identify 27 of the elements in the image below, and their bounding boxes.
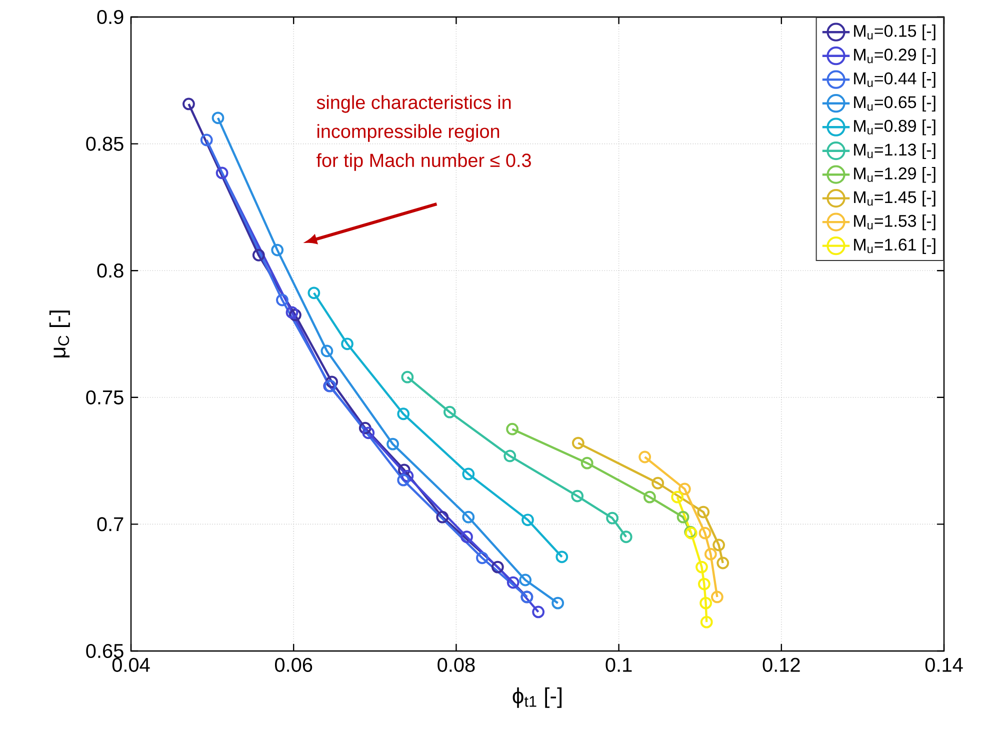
x-tick-label: 0.04 [112,658,150,672]
x-tick-label: 0.12 [762,658,800,672]
legend-label: M$_{u}$=1.29 [-] [854,166,936,183]
y-tick-label: 0.85 [86,136,124,151]
x-axis-title: ϕ$_{t1}$ [-] [512,687,562,708]
legend-label: M$_{u}$=0.44 [-] [854,72,936,88]
y-axis-title: μ$_{C}$ [-] [49,310,70,358]
legend-label: M$_{u}$=1.13 [-] [854,143,936,160]
x-tick-label: 0.14 [925,658,963,672]
y-tick-label: 0.7 [97,517,124,532]
legend-label: M$_{u}$=0.89 [-] [854,119,936,136]
legend-label: M$_{u}$=0.65 [-] [854,96,936,112]
legend-label: M$_{u}$=0.15 [-] [854,24,936,40]
legend-label: M$_{u}$=1.53 [-] [854,214,936,230]
x-tick-label: 0.06 [274,658,312,672]
y-tick-label: 0.8 [97,264,124,278]
annotation: for tip Mach number ≤ 0.3 [316,153,531,171]
y-tick-label: 0.65 [86,644,124,658]
x-tick-label: 0.1 [606,658,632,672]
legend-label: M$_{u}$=0.29 [-] [854,48,936,64]
legend-label: M$_{u}$=1.45 [-] [854,190,936,206]
y-tick-label: 0.75 [86,390,124,404]
x-tick-label: 0.08 [438,658,475,672]
legend-label: M$_{u}$=1.61 [-] [854,238,936,254]
annotation: incompressible region [318,124,500,142]
y-tick-label: 0.9 [97,10,124,24]
annotation: single characteristics in [316,95,511,113]
